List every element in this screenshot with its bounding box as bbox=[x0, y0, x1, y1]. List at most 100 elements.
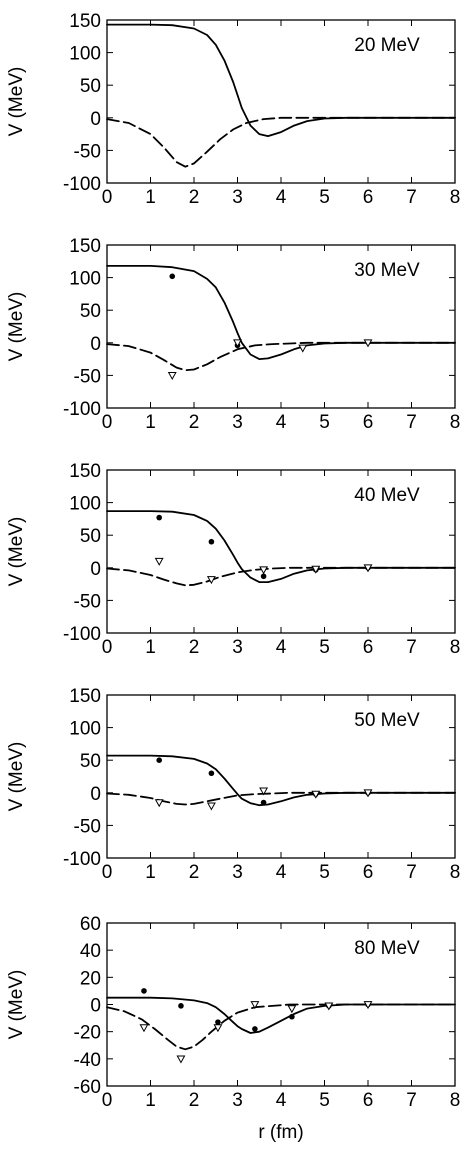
y-tick-label: -100 bbox=[63, 624, 101, 645]
x-tick-label: 1 bbox=[145, 187, 156, 208]
x-tick-label: 6 bbox=[363, 412, 374, 433]
x-tick-label: 0 bbox=[102, 1090, 113, 1111]
y-tick-label: -50 bbox=[74, 591, 101, 612]
data-point-triangle bbox=[363, 789, 373, 798]
x-tick-label: 0 bbox=[102, 412, 113, 433]
x-tick-label: 8 bbox=[450, 862, 461, 883]
y-tick-label: -100 bbox=[63, 174, 101, 195]
panel-5: 0 1 2 3 4 5 6 7 8 60 40 20 0 -20 -40 -60 V (MeV) r (fm) 80… bbox=[6, 914, 460, 1143]
x-tick-label: 4 bbox=[276, 637, 287, 658]
data-point-dot bbox=[289, 1013, 295, 1020]
x-tick-label: 3 bbox=[232, 862, 243, 883]
data-point-triangle bbox=[259, 566, 269, 575]
data-point-triangle bbox=[259, 787, 269, 796]
panel-3: 0 1 2 3 4 5 6 7 8 150 100 50 0 -50 -100 V (MeV) 40 MeV bbox=[6, 461, 460, 658]
y-tick-label: -50 bbox=[74, 366, 101, 387]
x-tick-label: 0 bbox=[102, 187, 113, 208]
data-point-dot bbox=[178, 1003, 184, 1009]
x-tick-label: 3 bbox=[232, 1090, 243, 1111]
data-point-triangle bbox=[324, 1002, 334, 1011]
x-tick-label: 2 bbox=[189, 1090, 200, 1111]
y-tick-label: 150 bbox=[69, 236, 101, 257]
x-tick-label: 8 bbox=[450, 187, 461, 208]
x-tick-label: 7 bbox=[406, 412, 417, 433]
data-point-dot bbox=[169, 273, 176, 280]
y-tick-label: 50 bbox=[80, 301, 101, 322]
x-axis-label: r (fm) bbox=[258, 1122, 303, 1143]
y-tick-label: 100 bbox=[69, 719, 101, 740]
energy-label: 40 MeV bbox=[354, 485, 420, 506]
x-tick-label: 7 bbox=[406, 862, 417, 883]
x-tick-label: 7 bbox=[406, 187, 417, 208]
x-tick-label: 6 bbox=[363, 187, 374, 208]
x-tick-label: 6 bbox=[363, 637, 374, 658]
x-tick-label: 2 bbox=[189, 862, 200, 883]
data-point-triangle bbox=[176, 1055, 186, 1064]
y-tick-label: 20 bbox=[80, 968, 101, 989]
y-tick-label: 100 bbox=[69, 494, 101, 515]
x-tick-label: 1 bbox=[145, 412, 156, 433]
panel-1: 0 1 2 3 4 5 6 7 8 150 100 50 0 -50 -100 V (MeV) 20 MeV bbox=[6, 11, 460, 208]
data-point-triangle bbox=[287, 1005, 297, 1014]
solid-curve bbox=[106, 996, 456, 1034]
solid-curve bbox=[106, 510, 456, 583]
y-tick-label: 0 bbox=[90, 784, 101, 805]
y-tick-label: -50 bbox=[74, 141, 101, 162]
x-tick-label: 6 bbox=[363, 1090, 374, 1111]
data-point-triangle bbox=[298, 344, 308, 353]
data-point-triangle bbox=[139, 1024, 149, 1033]
x-tick-label: 4 bbox=[276, 187, 287, 208]
y-tick-label: 150 bbox=[69, 686, 101, 707]
x-tick-label: 5 bbox=[319, 412, 330, 433]
dashed-curve bbox=[106, 566, 456, 587]
y-axis-label: V (MeV) bbox=[6, 67, 27, 137]
x-tick-label: 2 bbox=[189, 637, 200, 658]
y-tick-label: 0 bbox=[90, 334, 101, 355]
y-tick-label: 100 bbox=[69, 269, 101, 290]
energy-label: 50 MeV bbox=[354, 710, 420, 731]
x-tick-label: 2 bbox=[189, 412, 200, 433]
data-point-triangle bbox=[363, 564, 373, 573]
data-point-triangle bbox=[154, 557, 164, 566]
energy-label: 30 MeV bbox=[354, 260, 420, 281]
data-point-triangle bbox=[213, 1024, 223, 1033]
solid-curve bbox=[106, 754, 456, 807]
y-tick-label: 50 bbox=[80, 526, 101, 547]
x-tick-label: 6 bbox=[363, 862, 374, 883]
x-tick-label: 7 bbox=[406, 1090, 417, 1111]
data-point-dot bbox=[252, 1026, 258, 1032]
data-point-triangle bbox=[363, 339, 373, 348]
y-tick-label: -100 bbox=[63, 399, 101, 420]
y-tick-label: -50 bbox=[74, 816, 101, 837]
x-tick-label: 1 bbox=[145, 862, 156, 883]
x-tick-label: 4 bbox=[276, 412, 287, 433]
y-tick-label: 50 bbox=[80, 751, 101, 772]
energy-label: 20 MeV bbox=[354, 35, 420, 56]
y-axis-label: V (MeV) bbox=[6, 517, 27, 587]
data-point-triangle bbox=[167, 372, 177, 381]
y-tick-label: 0 bbox=[90, 559, 101, 580]
x-tick-label: 8 bbox=[450, 412, 461, 433]
x-tick-label: 7 bbox=[406, 637, 417, 658]
y-tick-label: 150 bbox=[69, 461, 101, 482]
panel-2: 0 1 2 3 4 5 6 7 8 150 100 50 0 -50 -100 V (MeV) 30 MeV bbox=[6, 236, 460, 433]
data-point-triangle bbox=[250, 1001, 260, 1010]
x-tick-label: 1 bbox=[145, 637, 156, 658]
x-tick-label: 3 bbox=[232, 187, 243, 208]
data-point-dot bbox=[208, 538, 215, 545]
data-point-dot bbox=[215, 1019, 221, 1025]
x-tick-label: 4 bbox=[276, 862, 287, 883]
x-tick-label: 4 bbox=[276, 1090, 287, 1111]
data-point-triangle bbox=[206, 802, 216, 811]
y-tick-label: 150 bbox=[69, 11, 101, 32]
data-point-dot bbox=[156, 757, 162, 763]
x-tick-label: 1 bbox=[145, 1090, 156, 1111]
y-axis-label: V (MeV) bbox=[6, 292, 27, 362]
x-tick-label: 5 bbox=[319, 187, 330, 208]
data-point-triangle bbox=[311, 565, 321, 574]
y-tick-label: -20 bbox=[74, 1023, 101, 1044]
data-point-dot bbox=[208, 770, 215, 777]
data-point-dot bbox=[260, 573, 267, 580]
data-point-triangle bbox=[233, 339, 242, 348]
data-point-dot bbox=[260, 799, 267, 806]
